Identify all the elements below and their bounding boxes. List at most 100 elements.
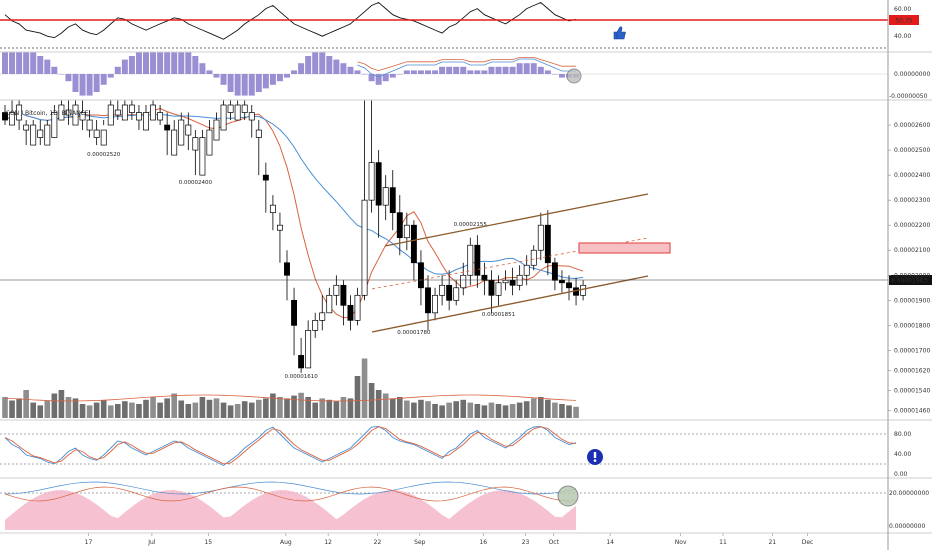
macd-hist-bar: [44, 59, 51, 74]
macd-hist-bar: [227, 74, 234, 92]
candle-body: [206, 129, 213, 156]
candle-body: [107, 104, 114, 126]
x-tick-label: 16: [479, 539, 487, 546]
candle-body: [396, 212, 403, 239]
macd-tick: 0.00000000: [894, 71, 930, 78]
candle-body: [319, 312, 326, 321]
last-price-label: 0.00001963: [891, 278, 927, 285]
macd-hist-bar: [375, 74, 382, 85]
volume-bar: [9, 400, 15, 418]
volume-bar: [284, 398, 290, 418]
volume-bar: [516, 402, 523, 418]
volume-bar: [115, 404, 121, 418]
candle-body: [93, 129, 100, 138]
volume-bar: [495, 404, 502, 418]
candle-body: [16, 104, 23, 121]
rsi-level-label: 50.75: [895, 18, 912, 25]
volume-bar: [432, 404, 438, 418]
macd-hist-bar: [403, 70, 410, 74]
candle-body: [241, 104, 248, 113]
candle-body: [368, 162, 375, 201]
volume-bar: [44, 400, 51, 418]
volume-bar: [319, 398, 326, 418]
candle-body: [403, 224, 410, 239]
candle-body: [37, 129, 44, 138]
volume-bar: [509, 404, 516, 418]
exclamation-icon: [587, 449, 603, 465]
volume-bar: [234, 404, 241, 418]
macd-hist-bar: [446, 66, 453, 74]
volume-bar: [397, 397, 403, 418]
candle-body: [432, 294, 439, 314]
candle-body: [481, 274, 488, 281]
macd-hist-bar: [551, 74, 558, 75]
volume-bar: [143, 399, 149, 418]
price-annotation: 0.00002520: [87, 152, 121, 158]
volume-bar: [178, 400, 185, 418]
volume-bar: [227, 405, 234, 418]
volume-bar: [65, 397, 72, 418]
macd-hist-bar: [234, 74, 241, 96]
candle-body: [291, 299, 298, 326]
macd-hist-bar: [51, 66, 58, 74]
macd-hist-bar: [100, 74, 107, 85]
candle-body: [30, 124, 37, 146]
y-axis: 60.00 40.00 0.00000000 -0.00000050 0.0000260…: [888, 6, 930, 530]
macd-hist-bar: [135, 52, 142, 74]
price-tick: 0.00001540: [894, 387, 930, 394]
volume-bar: [474, 404, 481, 418]
candle-body: [509, 279, 516, 286]
macd-hist-bar: [417, 70, 424, 74]
candle-body: [248, 112, 255, 121]
candle-body: [551, 262, 558, 281]
macd-hist-bar: [185, 52, 192, 74]
volume-bar: [150, 397, 156, 418]
bottom-area: [5, 490, 577, 530]
volume-bar: [100, 400, 107, 418]
rsi-tick: 40.00: [894, 33, 911, 40]
volume-bar: [425, 401, 431, 418]
candle-body: [347, 304, 354, 321]
macd-hist-bar: [199, 63, 206, 74]
price-tick: 0.00002200: [894, 222, 930, 229]
macd-hist-bar: [269, 74, 276, 85]
candle-body: [185, 124, 192, 136]
thumbs-up-shape: [613, 26, 626, 40]
volume-bar: [79, 404, 86, 418]
candle-body: [128, 104, 135, 113]
candle-body: [58, 104, 65, 121]
macd-hist-bar: [425, 70, 431, 74]
candle-body: [410, 224, 417, 264]
macd-hist-bar: [298, 63, 305, 74]
macd-hist-bar: [178, 52, 185, 74]
volume-bar: [530, 398, 537, 418]
macd-hist-bar: [241, 74, 248, 96]
macd-hist-bar: [16, 52, 23, 74]
macd-hist-bar: [354, 70, 361, 74]
candle-body: [2, 112, 8, 121]
macd-hist-bar: [65, 74, 72, 82]
x-tick-label: Sep: [414, 539, 426, 546]
highlight-circle: [557, 485, 579, 507]
volume-bar: [16, 398, 22, 418]
candle-body: [333, 284, 340, 296]
volume-bar: [298, 392, 304, 418]
candle-body: [255, 129, 262, 138]
candle-body: [51, 112, 58, 138]
rsi-line: [4, 1, 577, 40]
exclamation-dot: [593, 459, 597, 462]
x-tick-label: Aug: [280, 539, 292, 546]
candle-body: [474, 244, 481, 276]
candle-body: [425, 287, 431, 314]
price-tick: 0.00001620: [894, 367, 930, 374]
volume-bar: [453, 401, 459, 418]
candle-body: [277, 224, 283, 231]
macd-hist-bar: [79, 74, 86, 96]
candle-body: [418, 262, 424, 289]
volume-bar: [199, 397, 206, 418]
volume-bar: [411, 402, 417, 418]
candle-body: [530, 249, 537, 266]
candle-body: [537, 224, 544, 251]
macd-hist-bar: [319, 52, 326, 74]
oscillator-panel: [0, 426, 888, 467]
